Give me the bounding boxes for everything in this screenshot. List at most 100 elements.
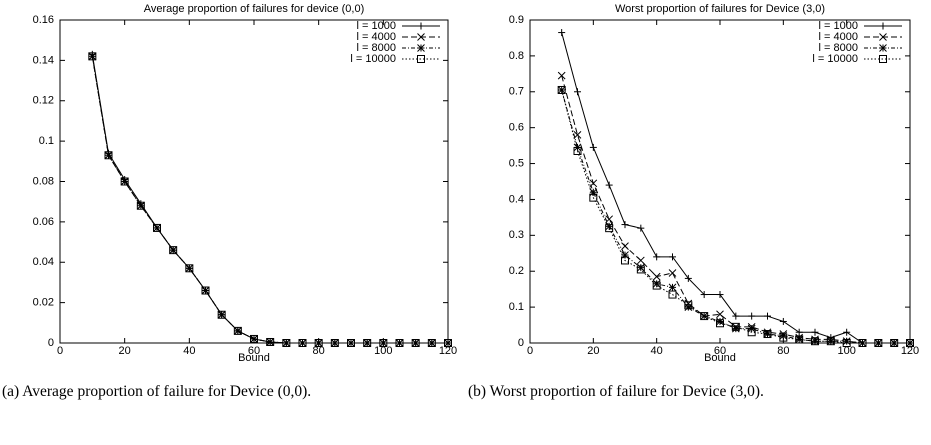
y-tick-label: 0.6 <box>509 122 524 134</box>
marker-stroke <box>282 339 291 347</box>
marker <box>169 246 178 254</box>
marker-stroke <box>417 44 425 52</box>
marker-stroke <box>298 339 307 347</box>
marker-stroke <box>826 337 835 346</box>
marker-stroke <box>185 264 194 273</box>
marker-stroke <box>557 85 566 94</box>
marker <box>136 201 145 210</box>
x-axis-label: Bound <box>704 352 736 364</box>
marker <box>779 333 788 342</box>
marker <box>668 269 677 277</box>
marker <box>890 339 899 347</box>
chart-title: Average proportion of failures for devic… <box>144 3 365 15</box>
marker-stroke <box>120 177 129 186</box>
marker-stroke <box>763 330 772 338</box>
plot-frame <box>59 19 449 344</box>
y-tick-label: 0.1 <box>509 301 524 313</box>
marker <box>716 291 724 299</box>
marker-stroke <box>153 224 161 232</box>
marker-stroke <box>636 256 645 265</box>
y-tick-label: 0.9 <box>509 14 524 26</box>
marker-stroke <box>330 339 339 347</box>
marker-stroke <box>763 330 772 339</box>
marker <box>557 71 566 80</box>
marker <box>233 326 242 335</box>
marker-stroke <box>201 286 210 295</box>
series-line <box>561 89 910 344</box>
marker-stroke <box>417 33 425 41</box>
marker-stroke <box>874 339 883 347</box>
marker <box>104 151 113 160</box>
y-tick-label: 0.16 <box>33 14 54 26</box>
marker <box>417 55 425 63</box>
marker <box>417 33 425 41</box>
marker <box>716 310 724 319</box>
y-tick-label: 0.5 <box>509 157 524 169</box>
marker-stroke <box>120 177 129 186</box>
marker <box>330 339 339 347</box>
marker <box>169 246 178 255</box>
marker <box>874 339 883 347</box>
legend-label: l = 1000 <box>819 20 858 32</box>
marker <box>379 339 388 347</box>
marker-stroke <box>811 337 819 346</box>
marker <box>684 299 693 308</box>
marker-stroke <box>879 33 887 41</box>
marker <box>732 312 740 320</box>
marker-stroke <box>605 222 614 231</box>
marker-stroke <box>363 339 372 347</box>
marker-stroke <box>379 339 388 347</box>
marker-stroke <box>906 339 914 347</box>
legend-label: l = 10000 <box>812 53 858 65</box>
marker <box>298 339 307 347</box>
marker-stroke <box>169 246 178 255</box>
marker-stroke <box>636 265 645 274</box>
marker <box>811 328 819 336</box>
y-tick-label: 0.4 <box>509 193 524 205</box>
marker <box>621 256 629 265</box>
marker-stroke <box>589 193 598 202</box>
marker <box>153 224 161 232</box>
marker-stroke <box>684 303 693 311</box>
marker-stroke <box>411 339 420 347</box>
marker-stroke <box>314 339 323 347</box>
marker-stroke <box>605 224 614 233</box>
y-tick-label: 0.04 <box>33 256 54 268</box>
x-tick-label: 120 <box>901 345 919 357</box>
series-line <box>91 56 448 344</box>
marker-stroke <box>250 334 258 343</box>
marker-stroke <box>795 335 804 344</box>
marker <box>589 143 597 151</box>
marker-stroke <box>104 151 113 160</box>
marker <box>621 242 629 250</box>
charts: Average proportion of failures for devic… <box>33 3 920 364</box>
marker <box>282 339 291 347</box>
marker-stroke <box>716 317 724 326</box>
marker <box>700 312 709 321</box>
marker <box>826 337 835 346</box>
marker <box>636 265 645 274</box>
legend-label: l = 4000 <box>819 31 858 43</box>
captions: (a) Average proportion of failure for De… <box>0 382 931 402</box>
marker <box>842 337 851 346</box>
x-tick-label: 20 <box>587 345 599 357</box>
series-line <box>91 56 448 344</box>
marker-stroke <box>411 339 420 347</box>
marker-stroke <box>879 55 887 63</box>
y-tick-label: 0 <box>48 337 54 349</box>
legend-label: l = 4000 <box>357 31 396 43</box>
marker <box>558 29 566 37</box>
marker-stroke <box>652 272 661 281</box>
x-tick-label: 80 <box>313 345 325 357</box>
marker-stroke <box>684 299 693 308</box>
x-tick-label: 60 <box>248 345 260 357</box>
marker <box>411 339 420 347</box>
marker-stroke <box>217 310 226 319</box>
marker <box>347 339 355 347</box>
marker <box>842 339 851 347</box>
marker-stroke <box>700 312 709 320</box>
marker-stroke <box>668 269 677 277</box>
x-tick-label: 40 <box>651 345 663 357</box>
marker <box>684 274 692 282</box>
marker <box>605 224 614 233</box>
